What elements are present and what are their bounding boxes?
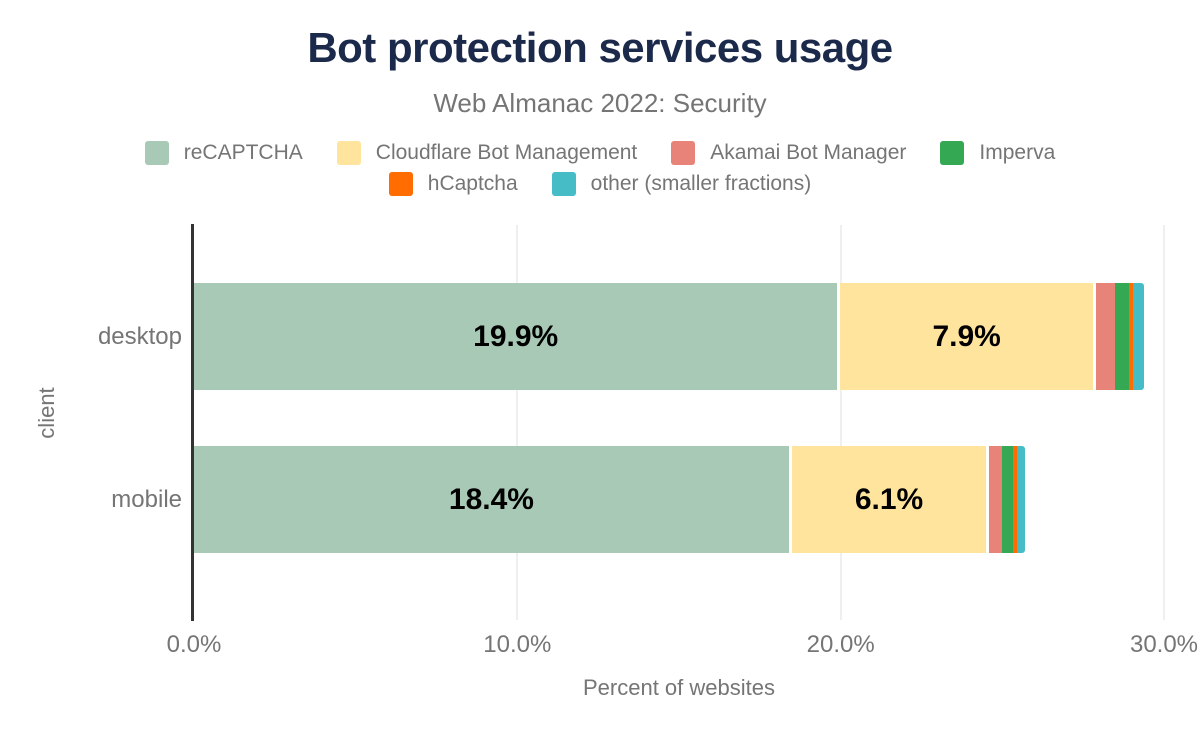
bar-desktop: 19.9% 7.9% xyxy=(194,283,1164,390)
y-tick-label-mobile: mobile xyxy=(111,485,182,513)
bar-segment-mobile-3 xyxy=(989,446,1002,553)
gridline xyxy=(516,225,519,620)
legend-item-4: Imperva xyxy=(940,141,1055,165)
bar-segment-desktop-1: 19.9% xyxy=(194,283,838,390)
bar-segment-desktop-2: 7.9% xyxy=(840,283,1093,390)
legend-label: Imperva xyxy=(979,141,1056,164)
legend-swatch-icon xyxy=(336,141,361,165)
bar-segment-mobile-2: 6.1% xyxy=(791,446,987,553)
x-axis-title: Percent of websites xyxy=(583,675,775,700)
bar-value-label: 18.4% xyxy=(448,482,534,516)
bar-segment-mobile-4 xyxy=(1002,446,1013,553)
bar-segment-desktop-4 xyxy=(1114,283,1129,390)
bar-segment-desktop-5 xyxy=(1128,283,1134,390)
bar-value-label: 6.1% xyxy=(854,482,924,516)
x-tick-label: 30.0% xyxy=(1129,631,1199,658)
gridline xyxy=(839,225,842,620)
chart-title: Bot protection services usage xyxy=(307,24,893,71)
bar-segment-desktop-6 xyxy=(1133,283,1144,390)
x-tick-label: 10.0% xyxy=(483,631,552,658)
bar-segment-mobile-5 xyxy=(1012,446,1018,553)
legend-label: Cloudflare Bot Management xyxy=(375,141,638,164)
legend-swatch-icon xyxy=(388,172,413,196)
legend-label: hCaptcha xyxy=(427,172,518,195)
y-tick-label-desktop: desktop xyxy=(97,322,182,350)
legend: reCAPTCHA Cloudflare Bot Management Akamai… xyxy=(100,141,1100,196)
x-tick-label: 20.0% xyxy=(806,631,875,658)
legend-label: other (smaller fractions) xyxy=(590,172,812,195)
bar-value-label: 19.9% xyxy=(473,319,559,353)
legend-swatch-icon xyxy=(671,141,696,165)
legend-swatch-icon xyxy=(144,141,169,165)
legend-item-1: reCAPTCHA xyxy=(144,141,303,165)
bar-segment-desktop-3 xyxy=(1095,283,1115,390)
y-axis-line xyxy=(191,224,194,621)
legend-label: reCAPTCHA xyxy=(183,141,303,164)
bar-segment-mobile-1: 18.4% xyxy=(194,446,789,553)
legend-swatch-icon xyxy=(940,141,965,165)
chart-subtitle: Web Almanac 2022: Security xyxy=(433,88,767,118)
gridline xyxy=(1163,225,1165,620)
legend-item-3: Akamai Bot Manager xyxy=(671,141,906,165)
plot-area: 19.9% 7.9% 18.4% 6.1% xyxy=(191,224,1165,621)
bar-value-label: 7.9% xyxy=(932,319,1001,353)
y-axis-title: client xyxy=(34,387,59,439)
bar-mobile: 18.4% 6.1% xyxy=(194,446,1164,553)
legend-item-6: other (smaller fractions) xyxy=(551,172,812,196)
x-tick-label: 0.0% xyxy=(166,631,222,658)
bar-segment-mobile-6 xyxy=(1017,446,1025,553)
legend-label: Akamai Bot Manager xyxy=(710,141,907,164)
legend-item-2: Cloudflare Bot Management xyxy=(336,141,638,165)
legend-item-5: hCaptcha xyxy=(388,172,518,196)
legend-swatch-icon xyxy=(551,172,576,196)
